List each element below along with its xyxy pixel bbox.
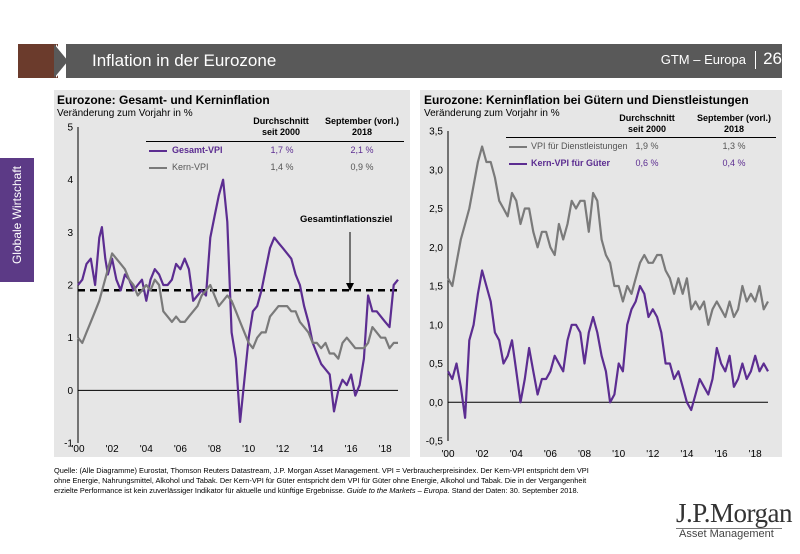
right-col-sep-header: September (vorl.) 2018	[690, 113, 778, 135]
x-tick-label: '06	[174, 444, 187, 455]
left-col-sep-header: September (vorl.) 2018	[322, 116, 402, 138]
source-date: Stand der Daten: 30. September 2018.	[451, 486, 579, 495]
legend-sep: 1,3 %	[722, 141, 746, 151]
y-tick-label: 1	[67, 333, 73, 344]
left-table-rule	[146, 141, 404, 142]
series-label: GTM – Europa	[660, 52, 746, 67]
page-title: Inflation in der Eurozone	[92, 51, 277, 70]
source-line-2: ohne Energie, Nahrungsmittel, Alkohol un…	[54, 476, 587, 485]
target-annotation: Gesamtinflationsziel	[300, 214, 393, 225]
x-tick-label: '18	[379, 444, 392, 455]
y-tick-label: 5	[67, 123, 73, 134]
x-tick-label: '00	[441, 449, 454, 460]
left-chart-title: Eurozone: Gesamt- und Kerninflation	[57, 93, 270, 107]
x-tick-label: '08	[208, 444, 221, 455]
y-tick-label: 2	[67, 281, 73, 292]
header-bar	[66, 44, 782, 78]
legend-swatch-purple	[509, 163, 527, 165]
y-tick-label: 0	[67, 386, 73, 397]
y-tick-label: 4	[67, 175, 73, 186]
x-tick-label: '10	[242, 444, 255, 455]
y-tick-label: -0,5	[426, 437, 444, 448]
legend-avg: 0,6 %	[635, 158, 659, 168]
left-col-avg-header: Durchschnitt seit 2000	[246, 116, 316, 138]
source-line-3: erzielte Performance ist kein zuverlässi…	[54, 486, 660, 496]
left-col-avg-line1: Durchschnitt	[253, 116, 309, 126]
right-chart-subtitle: Veränderung zum Vorjahr in %	[424, 108, 560, 119]
series-line-vpi-f-r-dienstleistungen	[447, 145, 769, 326]
y-tick-label: 3,5	[429, 127, 443, 138]
x-tick-label: '06	[544, 449, 557, 460]
x-tick-label: '00	[71, 444, 84, 455]
header-divider	[755, 51, 756, 69]
left-col-sep-line2: 2018	[351, 127, 373, 137]
legend-avg: 1,7 %	[270, 145, 294, 155]
sidebar-tab	[0, 158, 34, 282]
series-line-kern-vpi	[77, 252, 398, 360]
right-col-avg-header: Durchschnitt seit 2000	[612, 113, 682, 135]
y-tick-label: 2,0	[429, 243, 443, 254]
x-tick-label: '02	[106, 444, 119, 455]
x-tick-label: '14	[310, 444, 323, 455]
x-tick-label: '10	[612, 449, 625, 460]
x-tick-label: '12	[646, 449, 659, 460]
left-col-sep-line1: September (vorl.)	[324, 116, 400, 126]
x-tick-label: '16	[715, 449, 728, 460]
source-note: Quelle: (Alle Diagramme) Eurostat, Thoms…	[54, 466, 660, 496]
right-col-sep-line2: 2018	[723, 124, 745, 134]
legend-sep: 0,9 %	[350, 162, 374, 172]
header-accent-tab	[18, 44, 58, 78]
x-tick-label: '08	[578, 449, 591, 460]
legend-label: Kern-VPI für Güter	[531, 158, 611, 168]
legend-sep: 2,1 %	[350, 145, 374, 155]
logo-rule	[676, 528, 782, 529]
legend-avg: 1,4 %	[270, 162, 294, 172]
y-tick-label: 2,5	[429, 204, 443, 215]
y-tick-label: 1,0	[429, 320, 443, 331]
page-number: 26	[763, 49, 782, 68]
header-chevron	[54, 44, 68, 78]
right-col-avg-line2: seit 2000	[627, 124, 667, 134]
x-tick-label: '14	[680, 449, 693, 460]
y-tick-label: 1,5	[429, 282, 443, 293]
legend-label: Gesamt-VPI	[172, 145, 223, 155]
x-tick-label: '04	[510, 449, 523, 460]
logo-subtitle: Asset Management	[679, 528, 774, 540]
right-col-avg-line1: Durchschnitt	[619, 113, 675, 123]
legend-sep: 0,4 %	[722, 158, 746, 168]
x-tick-label: '02	[476, 449, 489, 460]
right-chart-title: Eurozone: Kerninflation bei Gütern und D…	[424, 93, 749, 107]
legend-label: Kern-VPI	[172, 162, 209, 172]
y-tick-label: 3,0	[429, 165, 443, 176]
x-tick-label: '18	[749, 449, 762, 460]
source-line-1: Quelle: (Alle Diagramme) Eurostat, Thoms…	[54, 466, 589, 475]
legend-swatch-grey	[149, 167, 167, 169]
right-table-rule	[506, 137, 776, 138]
series-line-kern-vpi-f-r-g-ter	[447, 269, 769, 419]
left-chart-subtitle: Veränderung zum Vorjahr in %	[57, 108, 193, 119]
jpmorgan-logo: J.P.Morgan	[676, 498, 793, 528]
x-tick-label: '16	[345, 444, 358, 455]
legend-label: VPI für Dienstleistungen	[531, 141, 628, 151]
y-tick-label: -1	[64, 439, 73, 450]
y-tick-label: 3	[67, 228, 73, 239]
left-col-avg-line2: seit 2000	[261, 127, 301, 137]
y-tick-label: 0,5	[429, 359, 443, 370]
x-tick-label: '12	[276, 444, 289, 455]
legend-swatch-grey	[509, 146, 527, 148]
y-tick-label: 0,0	[429, 398, 443, 409]
x-tick-label: '04	[140, 444, 153, 455]
legend-swatch-purple	[149, 150, 167, 152]
right-col-sep-line1: September (vorl.)	[696, 113, 772, 123]
source-line-3a: erzielte Performance ist kein zuverlässi…	[54, 486, 345, 495]
source-guide-title: Guide to the Markets – Europa.	[346, 486, 450, 495]
legend-avg: 1,9 %	[635, 141, 659, 151]
left-chart-panel	[54, 90, 410, 457]
